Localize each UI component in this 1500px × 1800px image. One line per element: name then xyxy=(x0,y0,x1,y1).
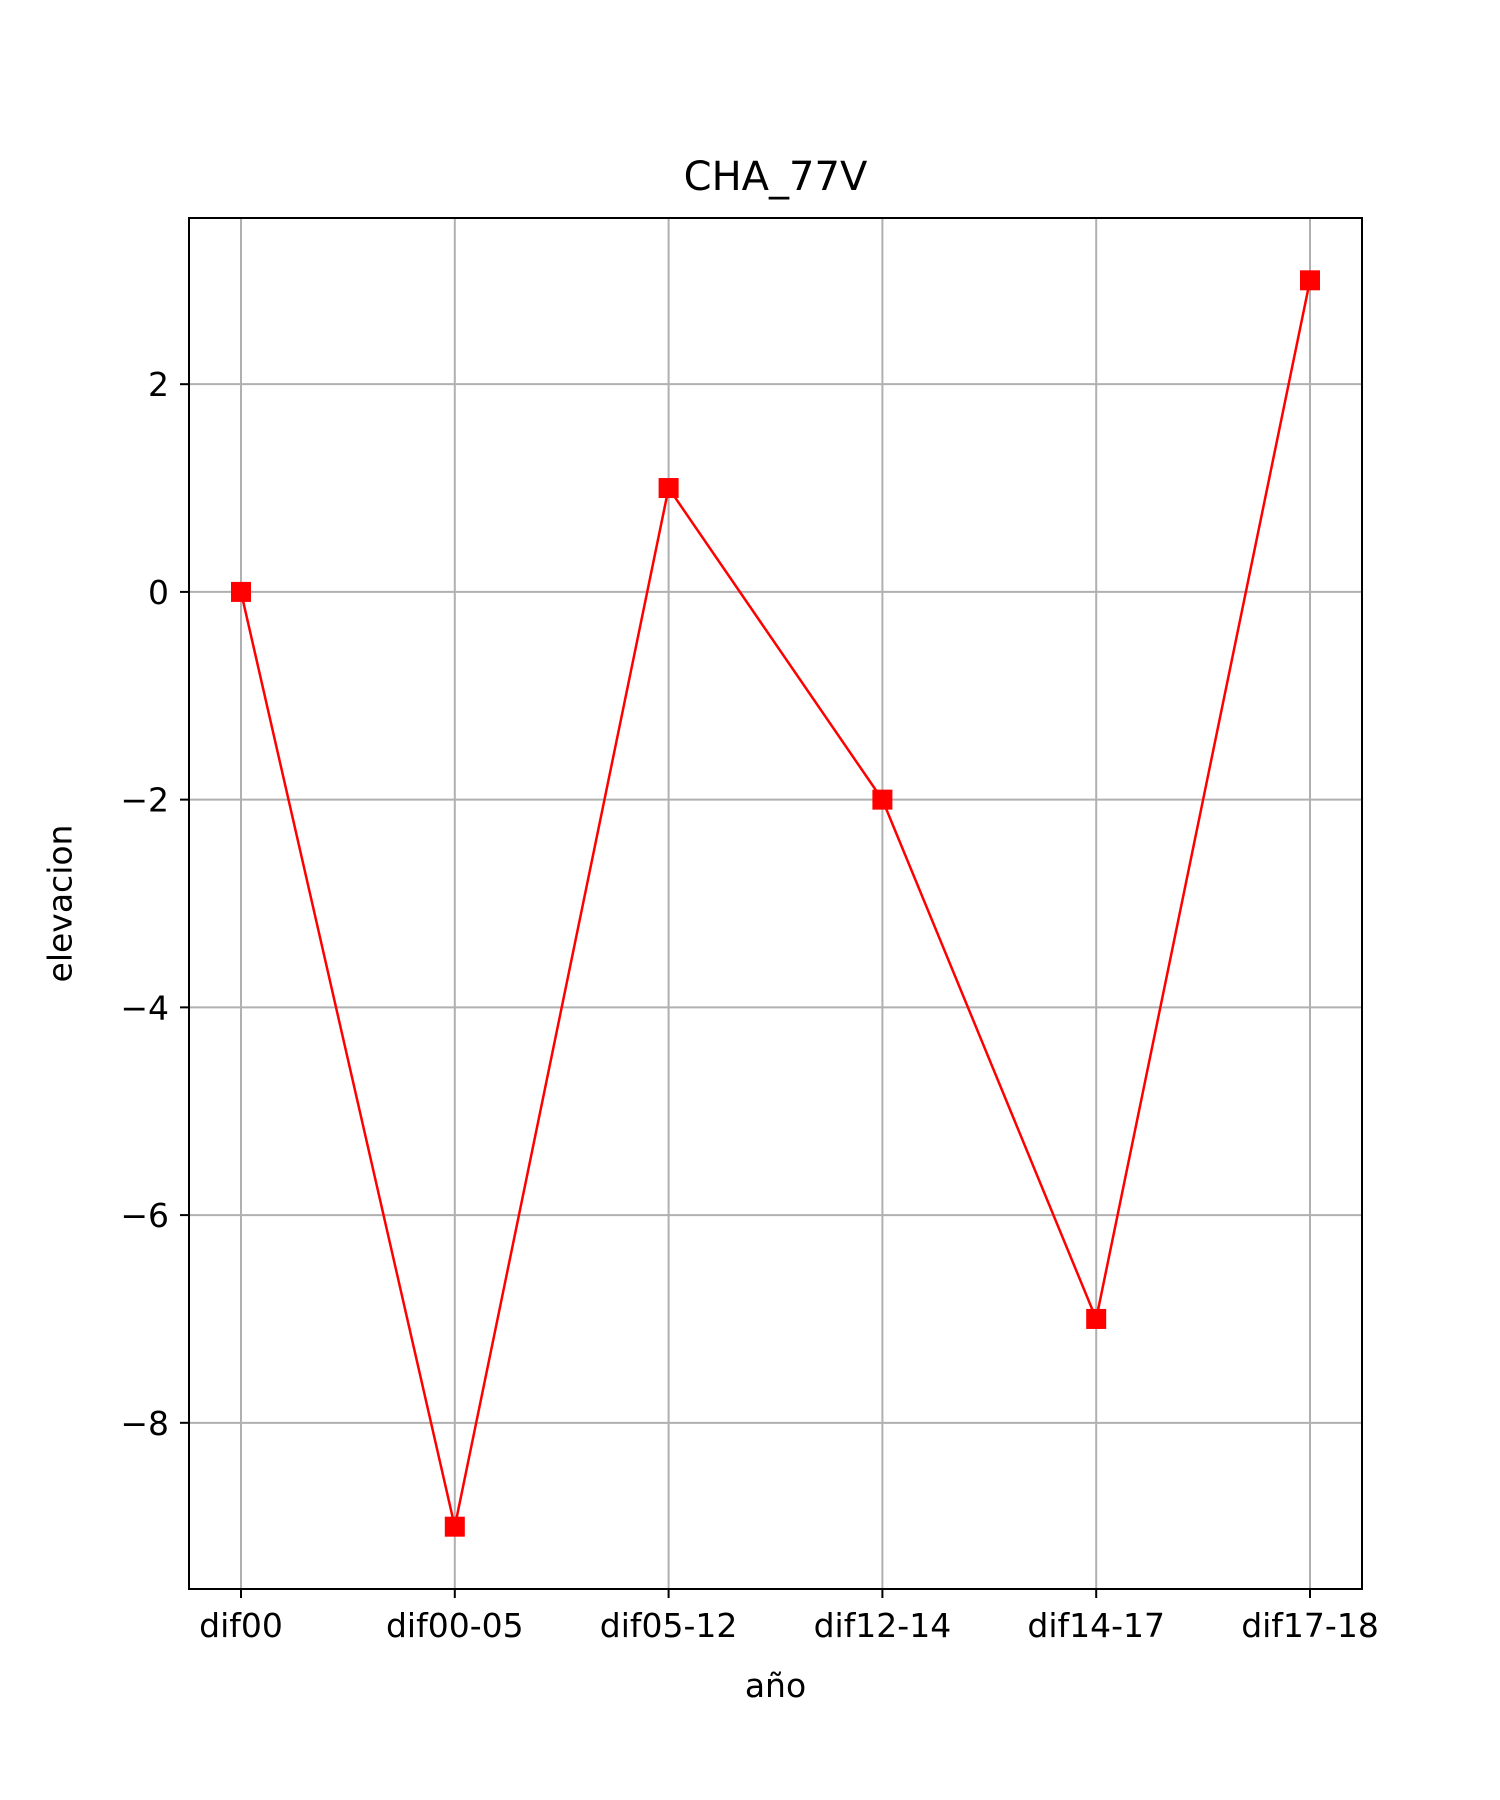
ticks: dif00 dif00-05 dif05-12 dif12-14 dif14-17 dif… xyxy=(120,365,1378,1645)
x-tick-label: dif05-12 xyxy=(600,1606,738,1645)
y-tick-label: −4 xyxy=(120,988,169,1027)
x-tick-label: dif00 xyxy=(199,1606,283,1645)
x-tick-label: dif17-18 xyxy=(1241,1606,1379,1645)
y-tick-label: −2 xyxy=(120,781,169,820)
y-tick-label: −6 xyxy=(120,1196,169,1235)
series xyxy=(231,270,1320,1537)
x-axis-title: año xyxy=(745,1666,806,1705)
y-axis-title: elevacion xyxy=(41,825,80,983)
data-point-dif05-12 xyxy=(658,478,679,499)
plot-area-frame xyxy=(188,217,1363,1590)
y-tick-label: −8 xyxy=(120,1404,169,1443)
data-point-dif12-14 xyxy=(872,789,893,810)
x-tick-label: dif14-17 xyxy=(1027,1606,1165,1645)
chart-title: CHA_77V xyxy=(684,154,868,200)
series-line xyxy=(239,280,1312,1527)
y-tick-label: 2 xyxy=(148,365,169,404)
x-tick-label: dif12-14 xyxy=(814,1606,952,1645)
data-point-dif00-05 xyxy=(444,1516,465,1537)
data-point-dif17-18 xyxy=(1300,270,1320,291)
data-point-dif14-17 xyxy=(1086,1308,1107,1329)
x-tick-label: dif00-05 xyxy=(386,1606,524,1645)
y-tick-label: 0 xyxy=(148,573,169,612)
data-point-dif00 xyxy=(231,581,251,602)
